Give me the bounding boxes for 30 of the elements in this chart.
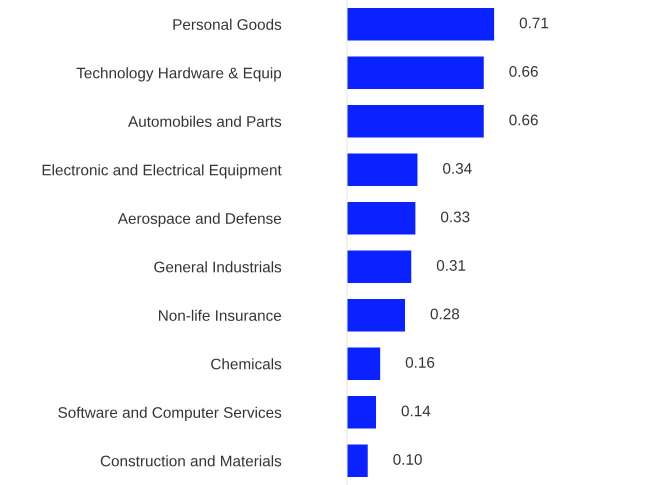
- bar: [347, 56, 484, 89]
- data-label: 0.66: [509, 66, 538, 77]
- y-tick-label: Automobiles and Parts: [128, 116, 282, 127]
- bar: [347, 154, 418, 186]
- y-tick-label: Technology Hardware & Equip: [76, 67, 282, 82]
- bar: [347, 202, 416, 234]
- data-label: 0.66: [509, 114, 538, 126]
- y-tick-label: Personal Goods: [173, 18, 282, 30]
- data-label: 0.14: [402, 406, 430, 416]
- data-label: 0.71: [520, 18, 548, 28]
- data-label: 0.16: [406, 357, 434, 368]
- y-tick-label: Non-life Insurance: [159, 310, 282, 321]
- bar: [347, 299, 406, 332]
- data-label: 0.33: [440, 212, 470, 222]
- data-label: 0.31: [436, 260, 466, 271]
- bar: [347, 444, 368, 477]
- bar: [347, 396, 376, 428]
- y-tick-label: Software and Computer Services: [58, 406, 282, 421]
- data-label: 0.10: [393, 454, 422, 465]
- bar: [347, 105, 484, 138]
- y-tick-label: General Industrials: [154, 261, 282, 272]
- data-label: 0.28: [430, 308, 460, 320]
- y-tick-label: Aerospace and Defense: [118, 212, 282, 227]
- y-tick-label: Chemicals: [211, 358, 282, 370]
- bar: [347, 250, 412, 283]
- data-label: 0.34: [443, 163, 472, 174]
- y-tick-label: Construction and Materials: [100, 455, 282, 466]
- y-tick-label: Electronic and Electrical Equipment: [42, 164, 282, 178]
- bar: [347, 348, 380, 380]
- bar: [347, 8, 494, 40]
